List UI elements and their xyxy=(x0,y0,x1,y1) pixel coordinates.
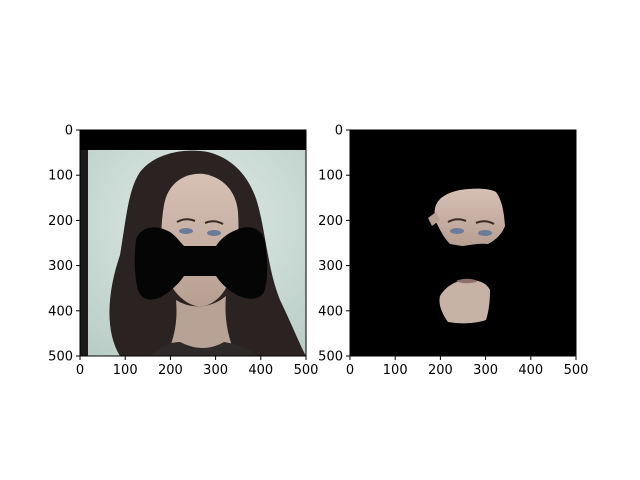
right-xtick-label: 400 xyxy=(518,363,543,378)
left-ytick-label: 500 xyxy=(48,350,73,365)
left-ytick-label: 200 xyxy=(48,214,73,229)
right-ytick-label: 0 xyxy=(335,124,343,139)
right-ytick-label: 500 xyxy=(318,350,343,365)
right-image-eye-right xyxy=(478,230,492,236)
left-image-top-band xyxy=(80,130,306,152)
right-xtick-label: 500 xyxy=(564,363,589,378)
left-image-neck xyxy=(166,296,236,356)
right-image xyxy=(350,130,576,356)
left-ytick-label: 0 xyxy=(65,124,73,139)
right-ytick-label: 300 xyxy=(318,259,343,274)
right-ytick-label: 200 xyxy=(318,214,343,229)
left-image-bowtie-mask xyxy=(134,227,268,300)
left-image-eye-right xyxy=(207,230,221,236)
left-xtick-label: 300 xyxy=(203,363,228,378)
right-xtick-label: 0 xyxy=(346,363,354,378)
right-image-lip xyxy=(456,278,478,284)
left-image xyxy=(80,130,306,356)
left-image-eye-left xyxy=(179,228,193,234)
right-image-skin-upper-tuft xyxy=(428,212,440,226)
left-xtick-label: 400 xyxy=(248,363,273,378)
left-xtick-label: 0 xyxy=(76,363,84,378)
left-xtick-label: 500 xyxy=(294,363,319,378)
left-image-left-strip xyxy=(80,150,88,356)
left-axes-frame xyxy=(79,129,307,357)
right-xtick-label: 300 xyxy=(473,363,498,378)
right-axes-frame xyxy=(349,129,577,357)
right-xtick-label: 100 xyxy=(383,363,408,378)
left-xtick-label: 200 xyxy=(158,363,183,378)
right-image-brow-right xyxy=(475,220,495,225)
left-xtick-label: 100 xyxy=(113,363,138,378)
left-ytick-label: 400 xyxy=(48,304,73,319)
right-ytick-label: 400 xyxy=(318,304,343,319)
right-image-eye-left xyxy=(450,228,464,234)
right-xtick-label: 200 xyxy=(428,363,453,378)
left-ytick-label: 300 xyxy=(48,259,73,274)
left-image-shirt xyxy=(150,342,258,356)
right-ytick-label: 100 xyxy=(318,169,343,184)
right-image-skin-upper xyxy=(434,188,505,246)
right-image-skin-lower xyxy=(439,280,490,324)
left-image-brow-right xyxy=(204,220,224,225)
left-image-brow-left xyxy=(176,218,196,223)
left-ytick-label: 100 xyxy=(48,169,73,184)
right-image-brow-left xyxy=(447,218,467,223)
